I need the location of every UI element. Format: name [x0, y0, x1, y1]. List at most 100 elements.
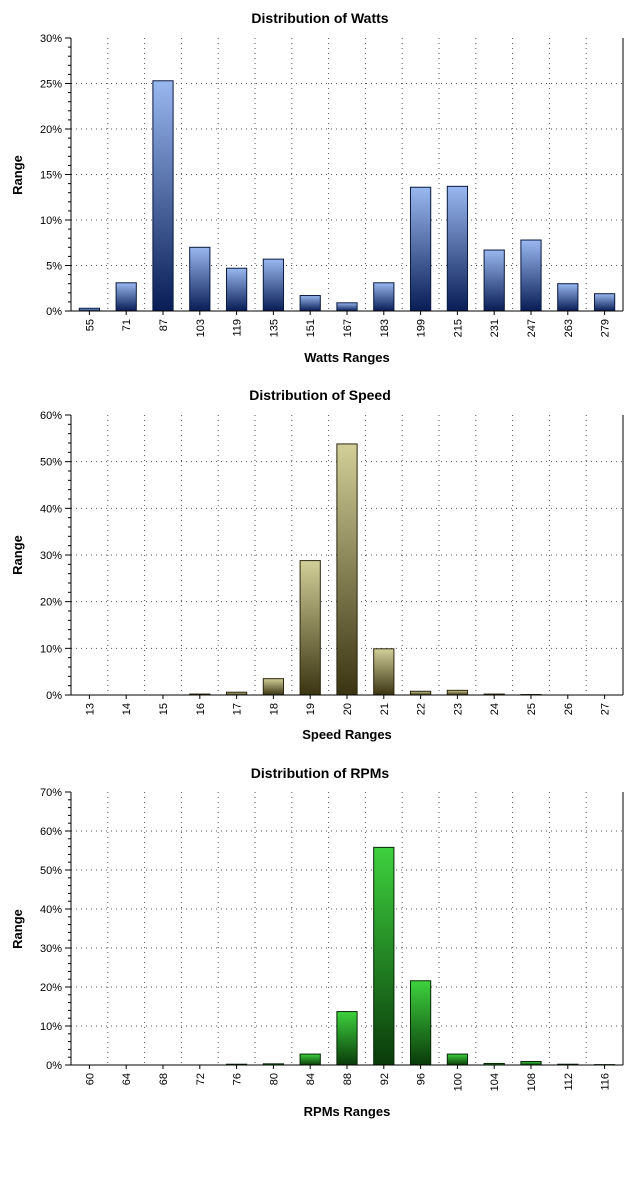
bar	[593, 293, 616, 312]
bar	[446, 689, 469, 696]
y-tick-label: 50%	[40, 865, 62, 877]
x-tick-label: 71	[121, 319, 133, 331]
x-tick-label: 17	[232, 703, 244, 715]
x-tick-label: 96	[416, 1073, 428, 1085]
y-tick-label: 25%	[40, 79, 62, 91]
x-tick-label: 25	[526, 703, 538, 715]
rpm-chart-svg: Distribution of RPMs 0% 10% 20% 30% 40% 50% 60…	[10, 765, 624, 1119]
y-tick-label: 70%	[40, 787, 62, 799]
chart-title: Distribution of Watts	[251, 10, 388, 26]
y-tick-label: 10%	[40, 643, 62, 655]
x-tick-label: 100	[452, 1073, 464, 1091]
bar	[409, 690, 432, 696]
y-tick-label: 40%	[40, 904, 62, 916]
bar	[152, 80, 174, 312]
x-tick-label: 16	[195, 703, 207, 715]
x-tick-label: 22	[416, 703, 428, 715]
x-tick-label: 88	[342, 1073, 354, 1085]
x-tick-label: 20	[342, 703, 354, 715]
x-tick-label: 13	[84, 703, 96, 715]
y-tick-label: 20%	[40, 982, 62, 994]
bar	[373, 846, 395, 1066]
x-axis-label: Speed Ranges	[302, 727, 392, 742]
y-tick-label: 15%	[40, 170, 62, 182]
x-tick-label: 76	[232, 1073, 244, 1085]
x-tick-label: 18	[268, 703, 280, 715]
x-tick-label: 119	[232, 319, 244, 337]
bar	[299, 1053, 321, 1066]
y-tick-label: 60%	[40, 826, 62, 838]
y-tick-label: 0%	[46, 306, 62, 318]
x-tick-label: 87	[158, 319, 170, 331]
bar	[299, 295, 321, 312]
bar	[373, 648, 395, 696]
chart-title: Distribution of RPMs	[251, 765, 390, 781]
x-tick-label: 92	[379, 1073, 391, 1085]
x-tick-label: 21	[379, 703, 391, 715]
bar	[225, 267, 248, 312]
x-axis-label: Watts Ranges	[304, 350, 389, 365]
x-tick-label: 72	[195, 1073, 207, 1085]
bar	[409, 186, 432, 312]
y-tick-label: 5%	[46, 261, 62, 273]
bar	[336, 302, 358, 312]
x-tick-label: 26	[563, 703, 575, 715]
x-tick-label: 15	[158, 703, 170, 715]
x-tick-label: 151	[305, 319, 317, 337]
plot-area: 0% 5% 10% 15% 20% 25% 30% 55 71 87 103 119 135 151 167…	[40, 33, 624, 337]
x-tick-label: 247	[526, 319, 538, 337]
x-tick-label: 24	[489, 703, 501, 715]
y-tick-label: 20%	[40, 124, 62, 136]
x-tick-label: 183	[379, 319, 391, 337]
x-tick-label: 279	[600, 319, 612, 337]
x-tick-label: 68	[158, 1073, 170, 1085]
y-tick-label: 40%	[40, 503, 62, 515]
bar	[262, 678, 285, 696]
watts-chart: Distribution of Watts 0% 5% 10% 15% 20% 25% 30…	[0, 0, 640, 377]
plot-area: 0% 10% 20% 30% 40% 50% 60% 13 14 15 16 17 18 19 20 21 22…	[40, 410, 624, 715]
x-tick-label: 60	[84, 1073, 96, 1085]
x-tick-label: 215	[452, 319, 464, 337]
x-tick-label: 112	[563, 1073, 575, 1091]
speed-chart-svg: Distribution of Speed 0% 10% 20% 30% 40% 50% 6…	[10, 387, 624, 742]
y-tick-label: 50%	[40, 457, 62, 469]
y-axis-label: Range	[10, 909, 25, 949]
x-tick-label: 103	[195, 319, 207, 337]
y-tick-label: 10%	[40, 215, 62, 227]
bar	[373, 282, 395, 312]
x-tick-label: 116	[600, 1073, 612, 1091]
bar	[446, 1053, 469, 1066]
watts-chart-svg: Distribution of Watts 0% 5% 10% 15% 20% 25% 30…	[10, 10, 624, 365]
x-tick-label: 231	[489, 319, 501, 337]
x-tick-label: 104	[489, 1073, 501, 1091]
y-axis-label: Range	[10, 155, 25, 195]
y-tick-label: 30%	[40, 943, 62, 955]
x-tick-label: 64	[121, 1073, 133, 1085]
x-tick-label: 19	[305, 703, 317, 715]
bar	[189, 246, 211, 312]
bar	[520, 239, 542, 312]
rpm-chart: Distribution of RPMs 0% 10% 20% 30% 40% 50% 60…	[0, 754, 640, 1134]
x-tick-label: 27	[600, 703, 612, 715]
bar	[483, 249, 505, 312]
y-tick-label: 10%	[40, 1021, 62, 1033]
x-tick-label: 199	[416, 319, 428, 337]
y-tick-label: 20%	[40, 597, 62, 609]
x-tick-label: 84	[305, 1073, 317, 1085]
bar	[520, 1060, 542, 1066]
bar	[336, 443, 358, 696]
plot-area: 0% 10% 20% 30% 40% 50% 60% 70% 60 64 68 72 76 80 84 88 9…	[40, 787, 624, 1091]
x-tick-label: 135	[268, 319, 280, 337]
x-tick-label: 80	[268, 1073, 280, 1085]
chart-title: Distribution of Speed	[249, 387, 391, 403]
x-tick-label: 108	[526, 1073, 538, 1091]
x-tick-label: 167	[342, 319, 354, 337]
y-axis-label: Range	[10, 535, 25, 575]
speed-chart: Distribution of Speed 0% 10% 20% 30% 40% 50% 6…	[0, 377, 640, 754]
y-tick-label: 60%	[40, 410, 62, 422]
x-axis-label: RPMs Ranges	[304, 1104, 391, 1119]
y-tick-label: 0%	[46, 690, 62, 702]
x-tick-label: 55	[84, 319, 96, 331]
bar	[115, 282, 137, 312]
y-tick-label: 0%	[46, 1060, 62, 1072]
